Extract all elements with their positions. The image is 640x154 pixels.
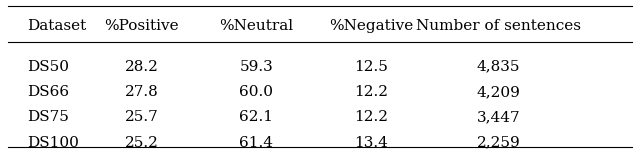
Text: 28.2: 28.2 [125,60,159,73]
Text: 4,209: 4,209 [477,85,520,99]
Text: 3,447: 3,447 [477,110,520,124]
Text: DS66: DS66 [27,85,69,99]
Text: Dataset: Dataset [27,19,86,33]
Text: 12.2: 12.2 [354,110,388,124]
Text: Number of sentences: Number of sentences [416,19,581,33]
Text: 4,835: 4,835 [477,60,520,73]
Text: %Positive: %Positive [104,19,179,33]
Text: 25.7: 25.7 [125,110,159,124]
Text: 61.4: 61.4 [239,136,273,150]
Text: %Neutral: %Neutral [220,19,293,33]
Text: 12.2: 12.2 [354,85,388,99]
Text: 12.5: 12.5 [354,60,388,73]
Text: DS100: DS100 [27,136,79,150]
Text: 59.3: 59.3 [239,60,273,73]
Text: DS75: DS75 [27,110,68,124]
Text: DS50: DS50 [27,60,69,73]
Text: 2,259: 2,259 [477,136,520,150]
Text: 60.0: 60.0 [239,85,273,99]
Text: 62.1: 62.1 [239,110,273,124]
Text: 13.4: 13.4 [354,136,388,150]
Text: 27.8: 27.8 [125,85,159,99]
Text: 25.2: 25.2 [125,136,159,150]
Text: %Negative: %Negative [329,19,413,33]
